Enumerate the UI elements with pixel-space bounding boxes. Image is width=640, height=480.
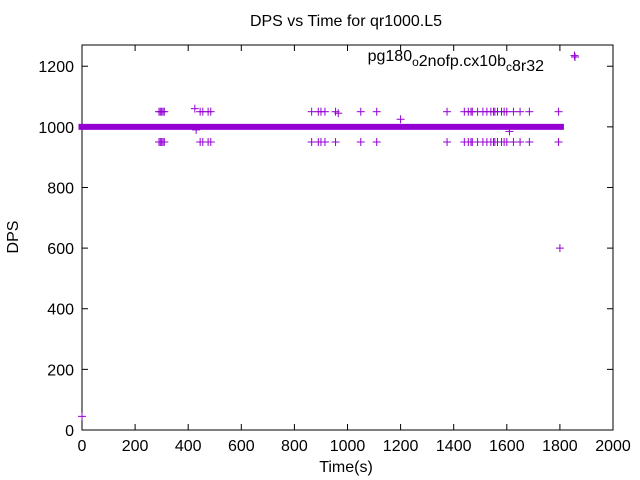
legend-text-part: 8r32 [512,58,544,75]
data-point [516,107,525,116]
y-tick-label: 1000 [38,120,74,137]
y-tick-label: 600 [47,241,74,258]
x-tick-label: 200 [122,438,149,455]
x-tick-label: 400 [175,438,202,455]
ticks: 0 200 400 600 800 1000 1200 1400 1600 1800 2000 0 20… [38,45,631,455]
legend-text-part: 2nofp.cx10b [419,53,506,70]
data-point [372,107,381,116]
y-axis-label: DPS [5,221,22,254]
data-point [372,138,381,147]
legend-label: pg180o2nofp.cx10bc8r32 [368,48,545,75]
y-tick-label: 0 [65,423,74,440]
data-point [525,138,534,147]
legend-marker-plus [571,53,579,61]
legend-marker [571,53,579,61]
data-point [160,138,169,147]
x-tick-label: 0 [78,438,87,455]
y-tick-label: 800 [47,180,74,197]
chart-title: DPS vs Time for qr1000.L5 [250,13,442,30]
legend: pg180o2nofp.cx10bc8r32 [368,48,579,75]
x-tick-label: 1800 [542,438,578,455]
x-tick-label: 1400 [436,438,472,455]
y-tick-label: 200 [47,362,74,379]
data-point [525,107,534,116]
data-point [320,138,329,147]
y-tick-label: 1200 [38,59,74,76]
data-point [554,138,563,147]
data-point [320,107,329,116]
data-point [331,138,340,147]
x-tick-label: 1000 [330,438,366,455]
data-point [160,107,169,116]
legend-subscript: c [506,60,512,74]
x-axis-label: Time(s) [319,459,373,476]
data-point [356,138,365,147]
data-point [443,107,452,116]
data-point [334,109,343,118]
x-tick-label: 1200 [383,438,419,455]
data-point [206,107,215,116]
data-point [190,104,199,113]
axes [81,44,614,431]
data-point [356,107,365,116]
data-point [443,138,452,147]
data-point [396,115,405,124]
plot-frame [81,44,614,431]
dense-band [78,123,564,130]
data-point [555,244,564,253]
data-band [78,123,564,130]
data-points [78,51,579,421]
data-point [78,412,86,421]
x-tick-label: 600 [228,438,255,455]
x-tick-label: 800 [281,438,308,455]
data-point [505,127,514,136]
y-tick-label: 400 [47,302,74,319]
x-tick-label: 1600 [489,438,525,455]
data-point [192,125,201,134]
legend-subscript: o [412,55,419,69]
data-point [516,138,525,147]
legend-text-part: pg180 [368,48,413,65]
data-point [554,107,563,116]
data-point [206,138,215,147]
x-tick-label: 2000 [595,438,631,455]
